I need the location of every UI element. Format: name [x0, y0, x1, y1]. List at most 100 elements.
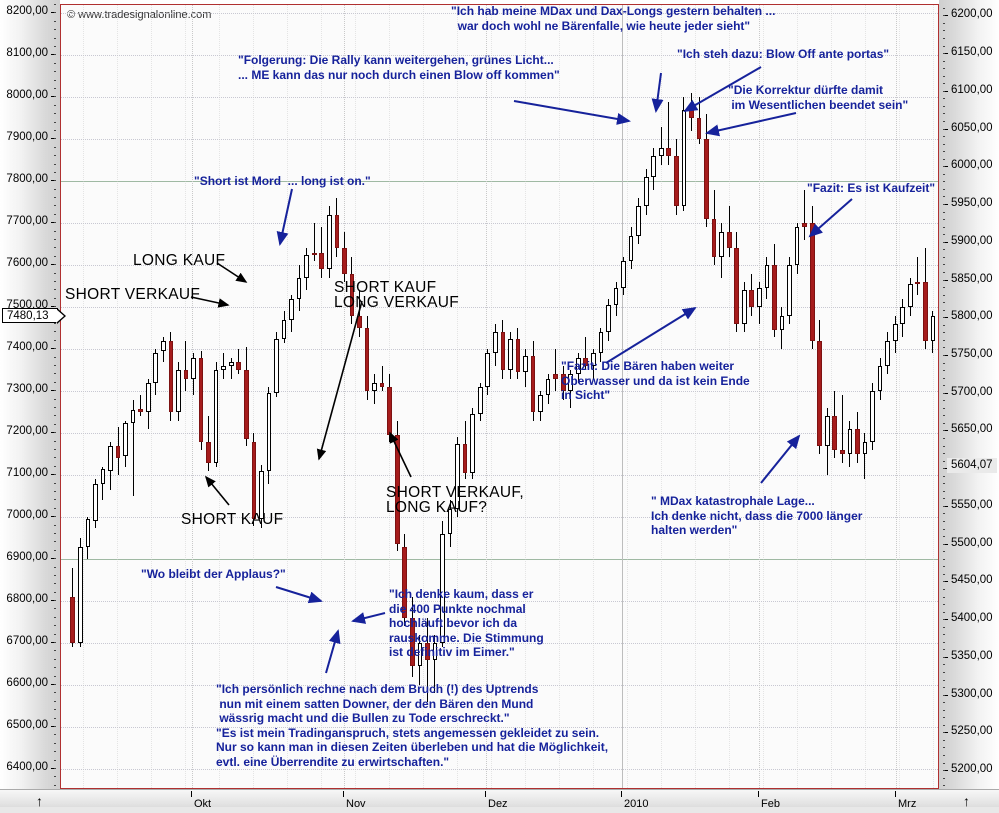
candle	[168, 332, 174, 421]
right-axis-tick	[943, 53, 948, 55]
vertical-gridline-minor	[321, 5, 323, 788]
left-axis-tick	[51, 768, 56, 769]
left-axis-tick-label: 6700,00	[6, 635, 48, 648]
left-axis-tick	[51, 600, 56, 602]
left-axis-tick	[51, 432, 56, 434]
left-axis-minor-tick	[54, 524, 56, 526]
candle	[93, 479, 98, 528]
candle-body	[613, 288, 619, 306]
candle-body	[364, 328, 370, 392]
anno-mdax-katastrophal: " MDax katastrophale Lage... Ich denke n…	[651, 494, 863, 537]
candle-wick	[917, 256, 919, 295]
candle-body	[598, 332, 604, 354]
left-price-axis[interactable]: 8200,00 8100,00 8000,00 7900,00 7800,00 7700,…	[0, 0, 60, 789]
left-axis-minor-tick	[54, 457, 56, 459]
anno-long-kauf: LONG KAUF	[133, 252, 226, 269]
candle-wick	[313, 223, 315, 262]
candle	[772, 244, 777, 337]
right-axis-minor-tick	[943, 430, 945, 432]
time-axis-tick	[191, 791, 192, 797]
candle	[741, 282, 747, 333]
left-axis-tick	[51, 348, 56, 350]
candle	[477, 382, 483, 421]
candle	[704, 114, 709, 228]
candle-body	[153, 353, 159, 383]
left-axis-minor-tick	[54, 188, 56, 190]
left-axis-minor-tick	[54, 113, 56, 115]
candle	[304, 248, 309, 291]
left-axis-minor-tick	[54, 768, 56, 769]
candle-body	[387, 386, 392, 436]
vertical-gridline-minor	[627, 5, 629, 788]
right-axis-minor-tick	[943, 422, 945, 424]
left-axis-minor-tick	[54, 96, 56, 98]
candle	[138, 395, 143, 417]
candle	[598, 328, 604, 362]
left-axis-tick	[51, 390, 56, 392]
candle-body	[485, 353, 491, 387]
right-current-price-tag: 5604,07	[947, 458, 997, 474]
right-axis-minor-tick	[943, 354, 945, 356]
right-axis-minor-tick	[943, 415, 945, 417]
chart-plot-area[interactable]: © www.tradesignalonline.com "Folgerung: …	[60, 4, 939, 789]
left-axis-tick	[51, 516, 56, 518]
right-axis-tick-label: 5900,00	[951, 234, 993, 247]
candle-body	[477, 386, 483, 415]
right-price-axis[interactable]: 6200,00 6150,00 6100,00 6050,00 6000,00 5950,…	[939, 0, 999, 789]
candle	[198, 351, 204, 450]
left-axis-minor-tick	[54, 79, 56, 81]
vertical-gridline-minor	[253, 5, 255, 788]
candle	[243, 347, 249, 446]
left-axis-minor-tick	[54, 608, 56, 610]
candle-wick	[660, 126, 662, 165]
candle-wick	[140, 395, 142, 417]
vertical-gridline	[344, 5, 346, 788]
right-axis-minor-tick	[943, 543, 945, 545]
candle-body	[311, 252, 317, 255]
right-axis-minor-tick	[943, 664, 945, 666]
candle-body	[115, 445, 121, 459]
candle-body	[583, 357, 589, 366]
candle-body	[741, 290, 747, 325]
candle-body	[372, 382, 377, 392]
candle	[734, 231, 740, 333]
candle-body	[817, 340, 823, 446]
right-axis-minor-tick	[943, 445, 945, 447]
candle	[470, 407, 475, 480]
left-axis-minor-tick	[54, 440, 56, 442]
scroll-left-icon[interactable]: ↑	[36, 793, 43, 809]
left-axis-tick-label: 8200,00	[6, 5, 48, 18]
right-axis-tick-label: 5350,00	[951, 649, 993, 662]
left-axis-minor-tick	[54, 658, 56, 660]
candle	[228, 357, 234, 379]
candle-body	[575, 357, 581, 375]
candle-body	[651, 156, 657, 178]
candle	[379, 366, 385, 392]
candle	[70, 567, 76, 648]
left-axis-minor-tick	[54, 4, 56, 5]
right-axis-tick-label: 5950,00	[951, 197, 993, 210]
candle-wick	[668, 101, 670, 165]
candle-body	[191, 357, 196, 379]
left-axis-tick-label: 6600,00	[6, 677, 48, 690]
right-axis-minor-tick	[943, 611, 945, 613]
right-axis-minor-tick	[943, 573, 945, 575]
right-axis-minor-tick	[943, 332, 945, 334]
right-axis-minor-tick	[943, 453, 945, 455]
scroll-right-icon[interactable]: ↑	[963, 793, 970, 809]
horizontal-gridline	[61, 727, 938, 729]
horizontal-gridline	[61, 769, 938, 771]
candle-body	[266, 393, 272, 471]
candle	[613, 282, 619, 316]
right-axis-minor-tick	[943, 536, 945, 538]
right-axis-minor-tick	[943, 641, 945, 643]
bottom-spacer	[0, 807, 999, 813]
candle	[832, 391, 838, 459]
candle	[236, 349, 242, 375]
candle	[387, 374, 392, 442]
left-axis-minor-tick	[54, 549, 56, 551]
candle	[326, 206, 332, 278]
right-axis-minor-tick	[943, 309, 945, 311]
time-axis-tick	[895, 791, 896, 797]
